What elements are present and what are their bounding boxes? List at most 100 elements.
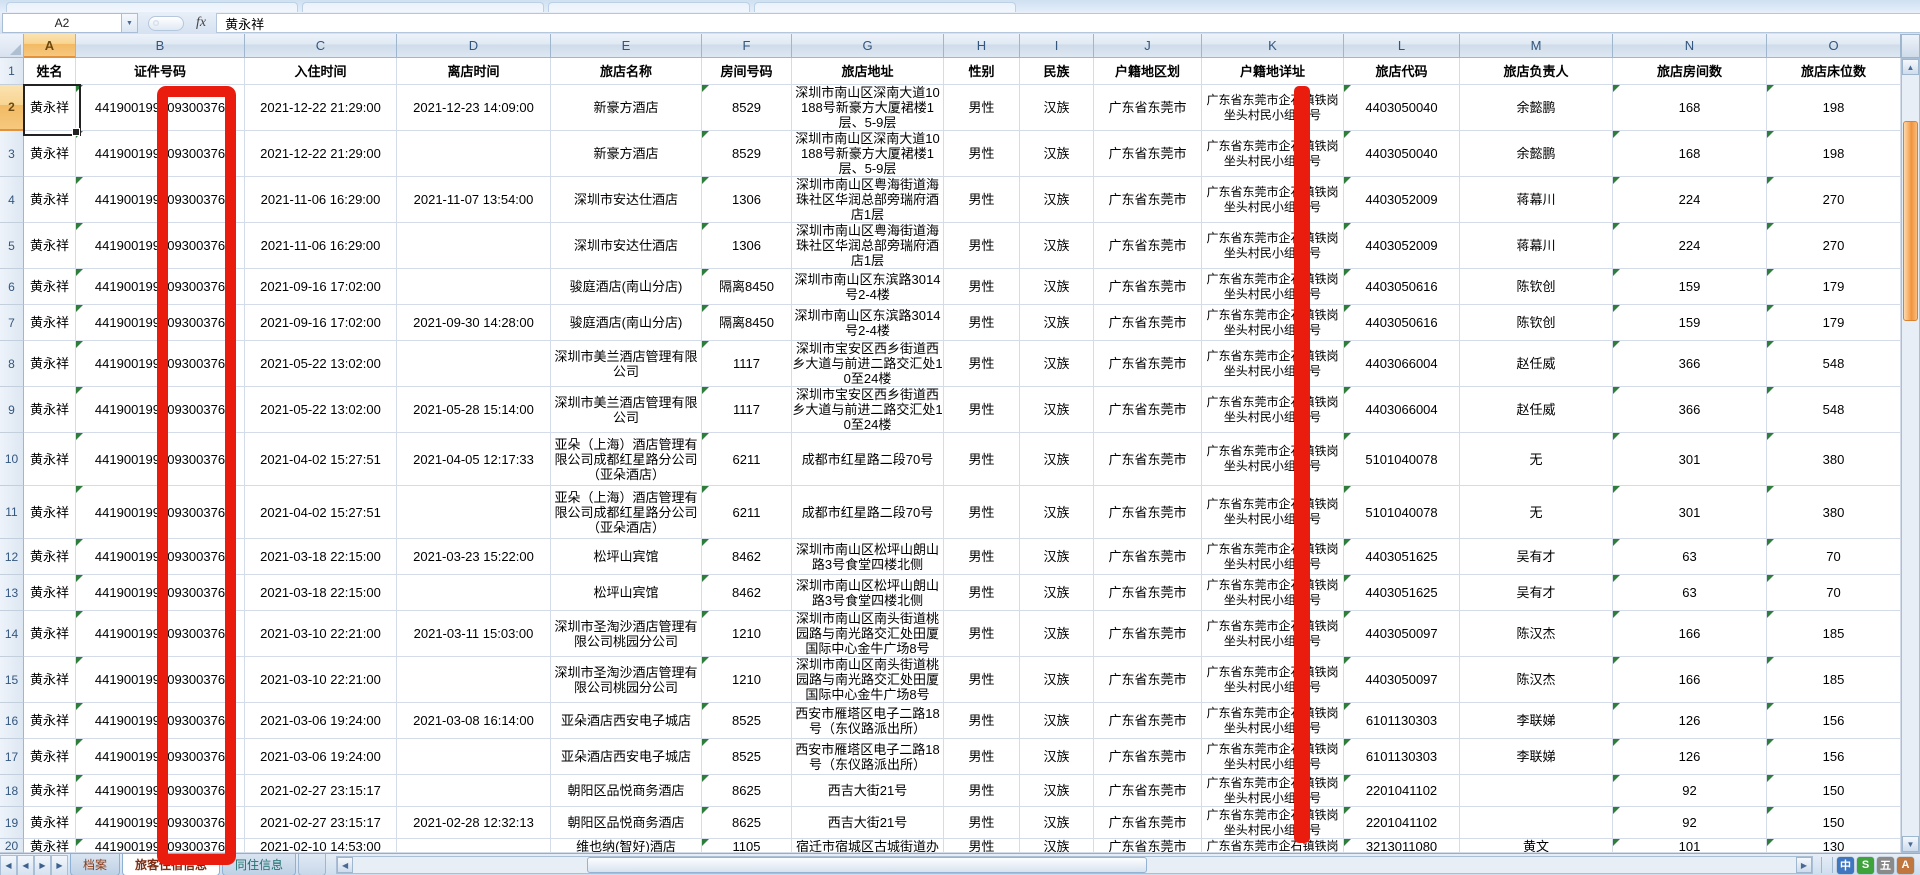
cell-G8[interactable]: 深圳市宝安区西乡街道西乡大道与前进二路交汇处10至24楼	[792, 341, 944, 387]
cell-I4[interactable]: 汉族	[1020, 177, 1094, 223]
cell-J13[interactable]: 广东省东莞市	[1094, 575, 1202, 611]
cell-H4[interactable]: 男性	[944, 177, 1020, 223]
cell-D12[interactable]: 2021-03-23 15:22:00	[397, 539, 551, 575]
sheet-tab-dangan[interactable]: 档案	[70, 854, 121, 875]
cell-A12[interactable]: 黄永祥	[24, 539, 76, 575]
cell-A16[interactable]: 黄永祥	[24, 703, 76, 739]
cell-G6[interactable]: 深圳市南山区东滨路3014号2-4楼	[792, 269, 944, 305]
column-header-C[interactable]: C	[245, 34, 397, 58]
cell-E7[interactable]: 骏庭酒店(南山分店)	[551, 305, 702, 341]
cell-O3[interactable]: 198	[1767, 131, 1901, 177]
cell-K7[interactable]: 广东省东莞市企石镇铁岗坐头村民小组10号	[1202, 305, 1344, 341]
cell-N17[interactable]: 126	[1613, 739, 1767, 775]
cell-N8[interactable]: 366	[1613, 341, 1767, 387]
cell-E10[interactable]: 亚朵（上海）酒店管理有限公司成都红星路分公司（亚朵酒店）	[551, 433, 702, 486]
cell-M18[interactable]	[1460, 775, 1613, 807]
cell-C9[interactable]: 2021-05-22 13:02:00	[245, 387, 397, 433]
cell-J12[interactable]: 广东省东莞市	[1094, 539, 1202, 575]
cell-D9[interactable]: 2021-05-28 15:14:00	[397, 387, 551, 433]
cell-H16[interactable]: 男性	[944, 703, 1020, 739]
vertical-scrollbar[interactable]: ▲ ▼	[1901, 58, 1920, 853]
cell-H11[interactable]: 男性	[944, 486, 1020, 539]
cell-L19[interactable]: 2201041102	[1344, 807, 1460, 839]
cell-O6[interactable]: 179	[1767, 269, 1901, 305]
cell-O14[interactable]: 185	[1767, 611, 1901, 657]
row-header-3[interactable]: 3	[0, 131, 24, 177]
cell-I19[interactable]: 汉族	[1020, 807, 1094, 839]
cell-H2[interactable]: 男性	[944, 85, 1020, 131]
cell-E12[interactable]: 松坪山宾馆	[551, 539, 702, 575]
cell-L13[interactable]: 4403051625	[1344, 575, 1460, 611]
cell-H8[interactable]: 男性	[944, 341, 1020, 387]
cell-F18[interactable]: 8625	[702, 775, 792, 807]
cell-I10[interactable]: 汉族	[1020, 433, 1094, 486]
cell-K18[interactable]: 广东省东莞市企石镇铁岗坐头村民小组10号	[1202, 775, 1344, 807]
cell-C12[interactable]: 2021-03-18 22:15:00	[245, 539, 397, 575]
cell-G3[interactable]: 深圳市南山区深南大道10188号新豪方大厦裙楼1层、5-9层	[792, 131, 944, 177]
cell-B13[interactable]: 441900199009300376	[76, 575, 245, 611]
cell-E1[interactable]: 旅店名称	[551, 58, 702, 85]
cell-D11[interactable]	[397, 486, 551, 539]
cell-H6[interactable]: 男性	[944, 269, 1020, 305]
cell-I1[interactable]: 民族	[1020, 58, 1094, 85]
sheet-tab-tongzhu-xinxi[interactable]: 同住信息	[222, 854, 297, 875]
row-header-11[interactable]: 11	[0, 486, 24, 539]
cell-J17[interactable]: 广东省东莞市	[1094, 739, 1202, 775]
cell-J10[interactable]: 广东省东莞市	[1094, 433, 1202, 486]
cell-A4[interactable]: 黄永祥	[24, 177, 76, 223]
cell-K12[interactable]: 广东省东莞市企石镇铁岗坐头村民小组10号	[1202, 539, 1344, 575]
cell-O2[interactable]: 198	[1767, 85, 1901, 131]
cell-N13[interactable]: 63	[1613, 575, 1767, 611]
cell-M8[interactable]: 赵任威	[1460, 341, 1613, 387]
cell-F19[interactable]: 8625	[702, 807, 792, 839]
row-header-4[interactable]: 4	[0, 177, 24, 223]
column-header-L[interactable]: L	[1344, 34, 1460, 58]
cell-C20[interactable]: 2021-02-10 14:53:00	[245, 839, 397, 853]
horizontal-scrollbar[interactable]: ◀ ▶	[336, 856, 1813, 874]
cell-B2[interactable]: 441900199009300376	[76, 85, 245, 131]
cell-G7[interactable]: 深圳市南山区东滨路3014号2-4楼	[792, 305, 944, 341]
cell-F7[interactable]: 隔离8450	[702, 305, 792, 341]
cell-D10[interactable]: 2021-04-05 12:17:33	[397, 433, 551, 486]
cell-B3[interactable]: 441900199009300376	[76, 131, 245, 177]
cell-F1[interactable]: 房间号码	[702, 58, 792, 85]
tab-nav-prev-icon[interactable]: ◀	[17, 855, 34, 875]
ime-wubi-icon[interactable]: 五	[1877, 856, 1894, 874]
cell-N12[interactable]: 63	[1613, 539, 1767, 575]
cell-O20[interactable]: 130	[1767, 839, 1901, 853]
cell-H12[interactable]: 男性	[944, 539, 1020, 575]
cell-O7[interactable]: 179	[1767, 305, 1901, 341]
cell-L6[interactable]: 4403050616	[1344, 269, 1460, 305]
cell-I9[interactable]: 汉族	[1020, 387, 1094, 433]
cell-O17[interactable]: 156	[1767, 739, 1901, 775]
cell-I5[interactable]: 汉族	[1020, 223, 1094, 269]
cell-E19[interactable]: 朝阳区品悦商务酒店	[551, 807, 702, 839]
cell-H14[interactable]: 男性	[944, 611, 1020, 657]
cell-D4[interactable]: 2021-11-07 13:54:00	[397, 177, 551, 223]
cell-L8[interactable]: 4403066004	[1344, 341, 1460, 387]
cell-L12[interactable]: 4403051625	[1344, 539, 1460, 575]
row-header-9[interactable]: 9	[0, 387, 24, 433]
cell-J5[interactable]: 广东省东莞市	[1094, 223, 1202, 269]
cell-N20[interactable]: 101	[1613, 839, 1767, 853]
cell-B1[interactable]: 证件号码	[76, 58, 245, 85]
cell-M6[interactable]: 陈钦创	[1460, 269, 1613, 305]
cell-F17[interactable]: 8525	[702, 739, 792, 775]
cell-N5[interactable]: 224	[1613, 223, 1767, 269]
cell-B19[interactable]: 441900199009300376	[76, 807, 245, 839]
row-header-18[interactable]: 18	[0, 775, 24, 807]
cell-F14[interactable]: 1210	[702, 611, 792, 657]
cell-B9[interactable]: 441900199009300376	[76, 387, 245, 433]
cell-G17[interactable]: 西安市雁塔区电子二路18号（东仪路派出所）	[792, 739, 944, 775]
cell-F3[interactable]: 8529	[702, 131, 792, 177]
column-header-I[interactable]: I	[1020, 34, 1094, 58]
name-box[interactable]: A2	[2, 13, 122, 33]
cell-A11[interactable]: 黄永祥	[24, 486, 76, 539]
cell-I18[interactable]: 汉族	[1020, 775, 1094, 807]
cell-F4[interactable]: 1306	[702, 177, 792, 223]
ime-lang-icon[interactable]: 中	[1837, 856, 1854, 874]
column-header-M[interactable]: M	[1460, 34, 1613, 58]
cell-B16[interactable]: 441900199009300376	[76, 703, 245, 739]
cell-I15[interactable]: 汉族	[1020, 657, 1094, 703]
cell-F20[interactable]: 1105	[702, 839, 792, 853]
